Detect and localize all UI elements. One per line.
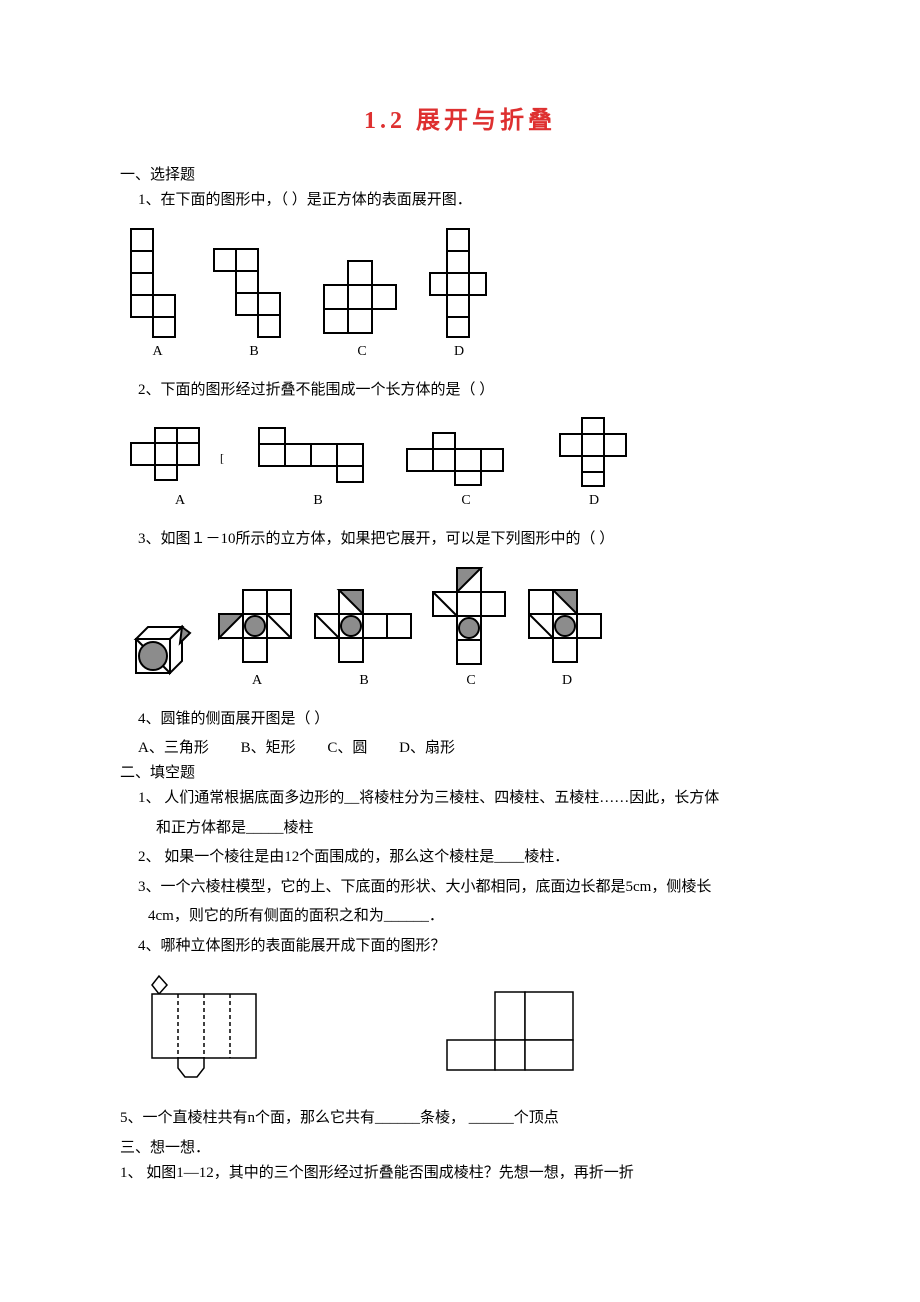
- q2-1b: 和正方体都是_____棱柱: [120, 816, 800, 842]
- q2-4-figures: [140, 973, 800, 1088]
- q1-4-opt-c: C、圆: [327, 740, 367, 756]
- q1-3-label-d: D: [562, 673, 572, 689]
- q1-1-fig-c: C: [323, 260, 401, 360]
- q1-4-opt-b: B、矩形: [241, 740, 296, 756]
- section-2-head: 二、填空题: [120, 761, 800, 782]
- q1-1-fig-d: D: [429, 228, 489, 360]
- q1-2-fig-b: B: [258, 427, 378, 509]
- q2-2: 2、 如果一个棱往是由12个面围成的，那么这个棱柱是____棱柱．: [120, 845, 800, 871]
- q1-2-fig-c: C: [406, 432, 526, 509]
- q1-2-fig-a: [ A: [130, 427, 230, 509]
- q1-2-label-c: C: [461, 493, 470, 509]
- q1-1-figures: A B: [130, 228, 800, 360]
- q1-3-figures: A B: [130, 567, 800, 689]
- q1-3-label-a: A: [252, 673, 262, 689]
- q1-1-fig-b: B: [213, 248, 295, 360]
- q1-1-label-a: A: [152, 344, 162, 360]
- q1-3-fig-d: D: [528, 589, 606, 689]
- q1-1-text: 1、在下面的图形中，（ ）是正方体的表面展开图．: [120, 188, 800, 214]
- q1-2-figures: [ A B: [130, 417, 800, 509]
- q1-1-fig-a: A: [130, 228, 185, 360]
- q1-2-label-d: D: [589, 493, 599, 509]
- q1-3-fig-c: C: [432, 567, 510, 689]
- q1-3-fig-a: A: [218, 589, 296, 689]
- q2-3a: 3、一个六棱柱模型，它的上、下底面的形状、大小都相同，底面边长都是5cm，侧棱长: [120, 875, 800, 901]
- q1-4-options: A、三角形 B、矩形 C、圆 D、扇形: [138, 736, 800, 757]
- page-title: 1.2 展开与折叠: [120, 100, 800, 135]
- q2-4-fig-left: [140, 973, 270, 1088]
- q1-2-fig-d: D: [554, 417, 634, 509]
- q1-4-opt-a: A、三角形: [138, 740, 209, 756]
- q1-4-text: 4、圆锥的侧面展开图是（ ）: [120, 707, 800, 733]
- q1-3-fig-b: B: [314, 589, 414, 689]
- q1-1-label-d: D: [454, 344, 464, 360]
- q1-4-opt-d: D、扇形: [399, 740, 455, 756]
- q2-3b: 4cm，则它的所有侧面的面积之和为______．: [120, 904, 800, 930]
- q1-2-label-a: A: [175, 493, 185, 509]
- q1-3-label-b: B: [359, 673, 368, 689]
- q1-3-text: 3、如图１－10所示的立方体，如果把它展开，可以是下列图形中的（ ）: [120, 527, 800, 553]
- q1-1-label-b: B: [249, 344, 258, 360]
- q1-1-label-c: C: [357, 344, 366, 360]
- q2-4: 4、哪种立体图形的表面能展开成下面的图形？: [120, 934, 800, 960]
- q1-2-text: 2、下面的图形经过折叠不能围成一个长方体的是（ ）: [120, 378, 800, 404]
- q2-1a: 1、 人们通常根据底面多边形的__将棱柱分为三棱柱、四棱柱、五棱柱……因此，长方…: [120, 786, 800, 812]
- q1-3-cube: [130, 619, 200, 689]
- svg-text:[: [: [220, 451, 224, 465]
- section-3-head: 三、想一想．: [120, 1136, 800, 1157]
- q2-5: 5、一个直棱柱共有n个面，那么它共有______条棱， ______个顶点: [120, 1106, 800, 1132]
- q1-2-label-b: B: [313, 493, 322, 509]
- q3-1: 1、 如图1—12，其中的三个图形经过折叠能否围成棱柱？先想一想，再折一折: [120, 1161, 800, 1187]
- q2-4-fig-right: [440, 988, 590, 1088]
- q1-3-label-c: C: [466, 673, 475, 689]
- section-1-head: 一、选择题: [120, 163, 800, 184]
